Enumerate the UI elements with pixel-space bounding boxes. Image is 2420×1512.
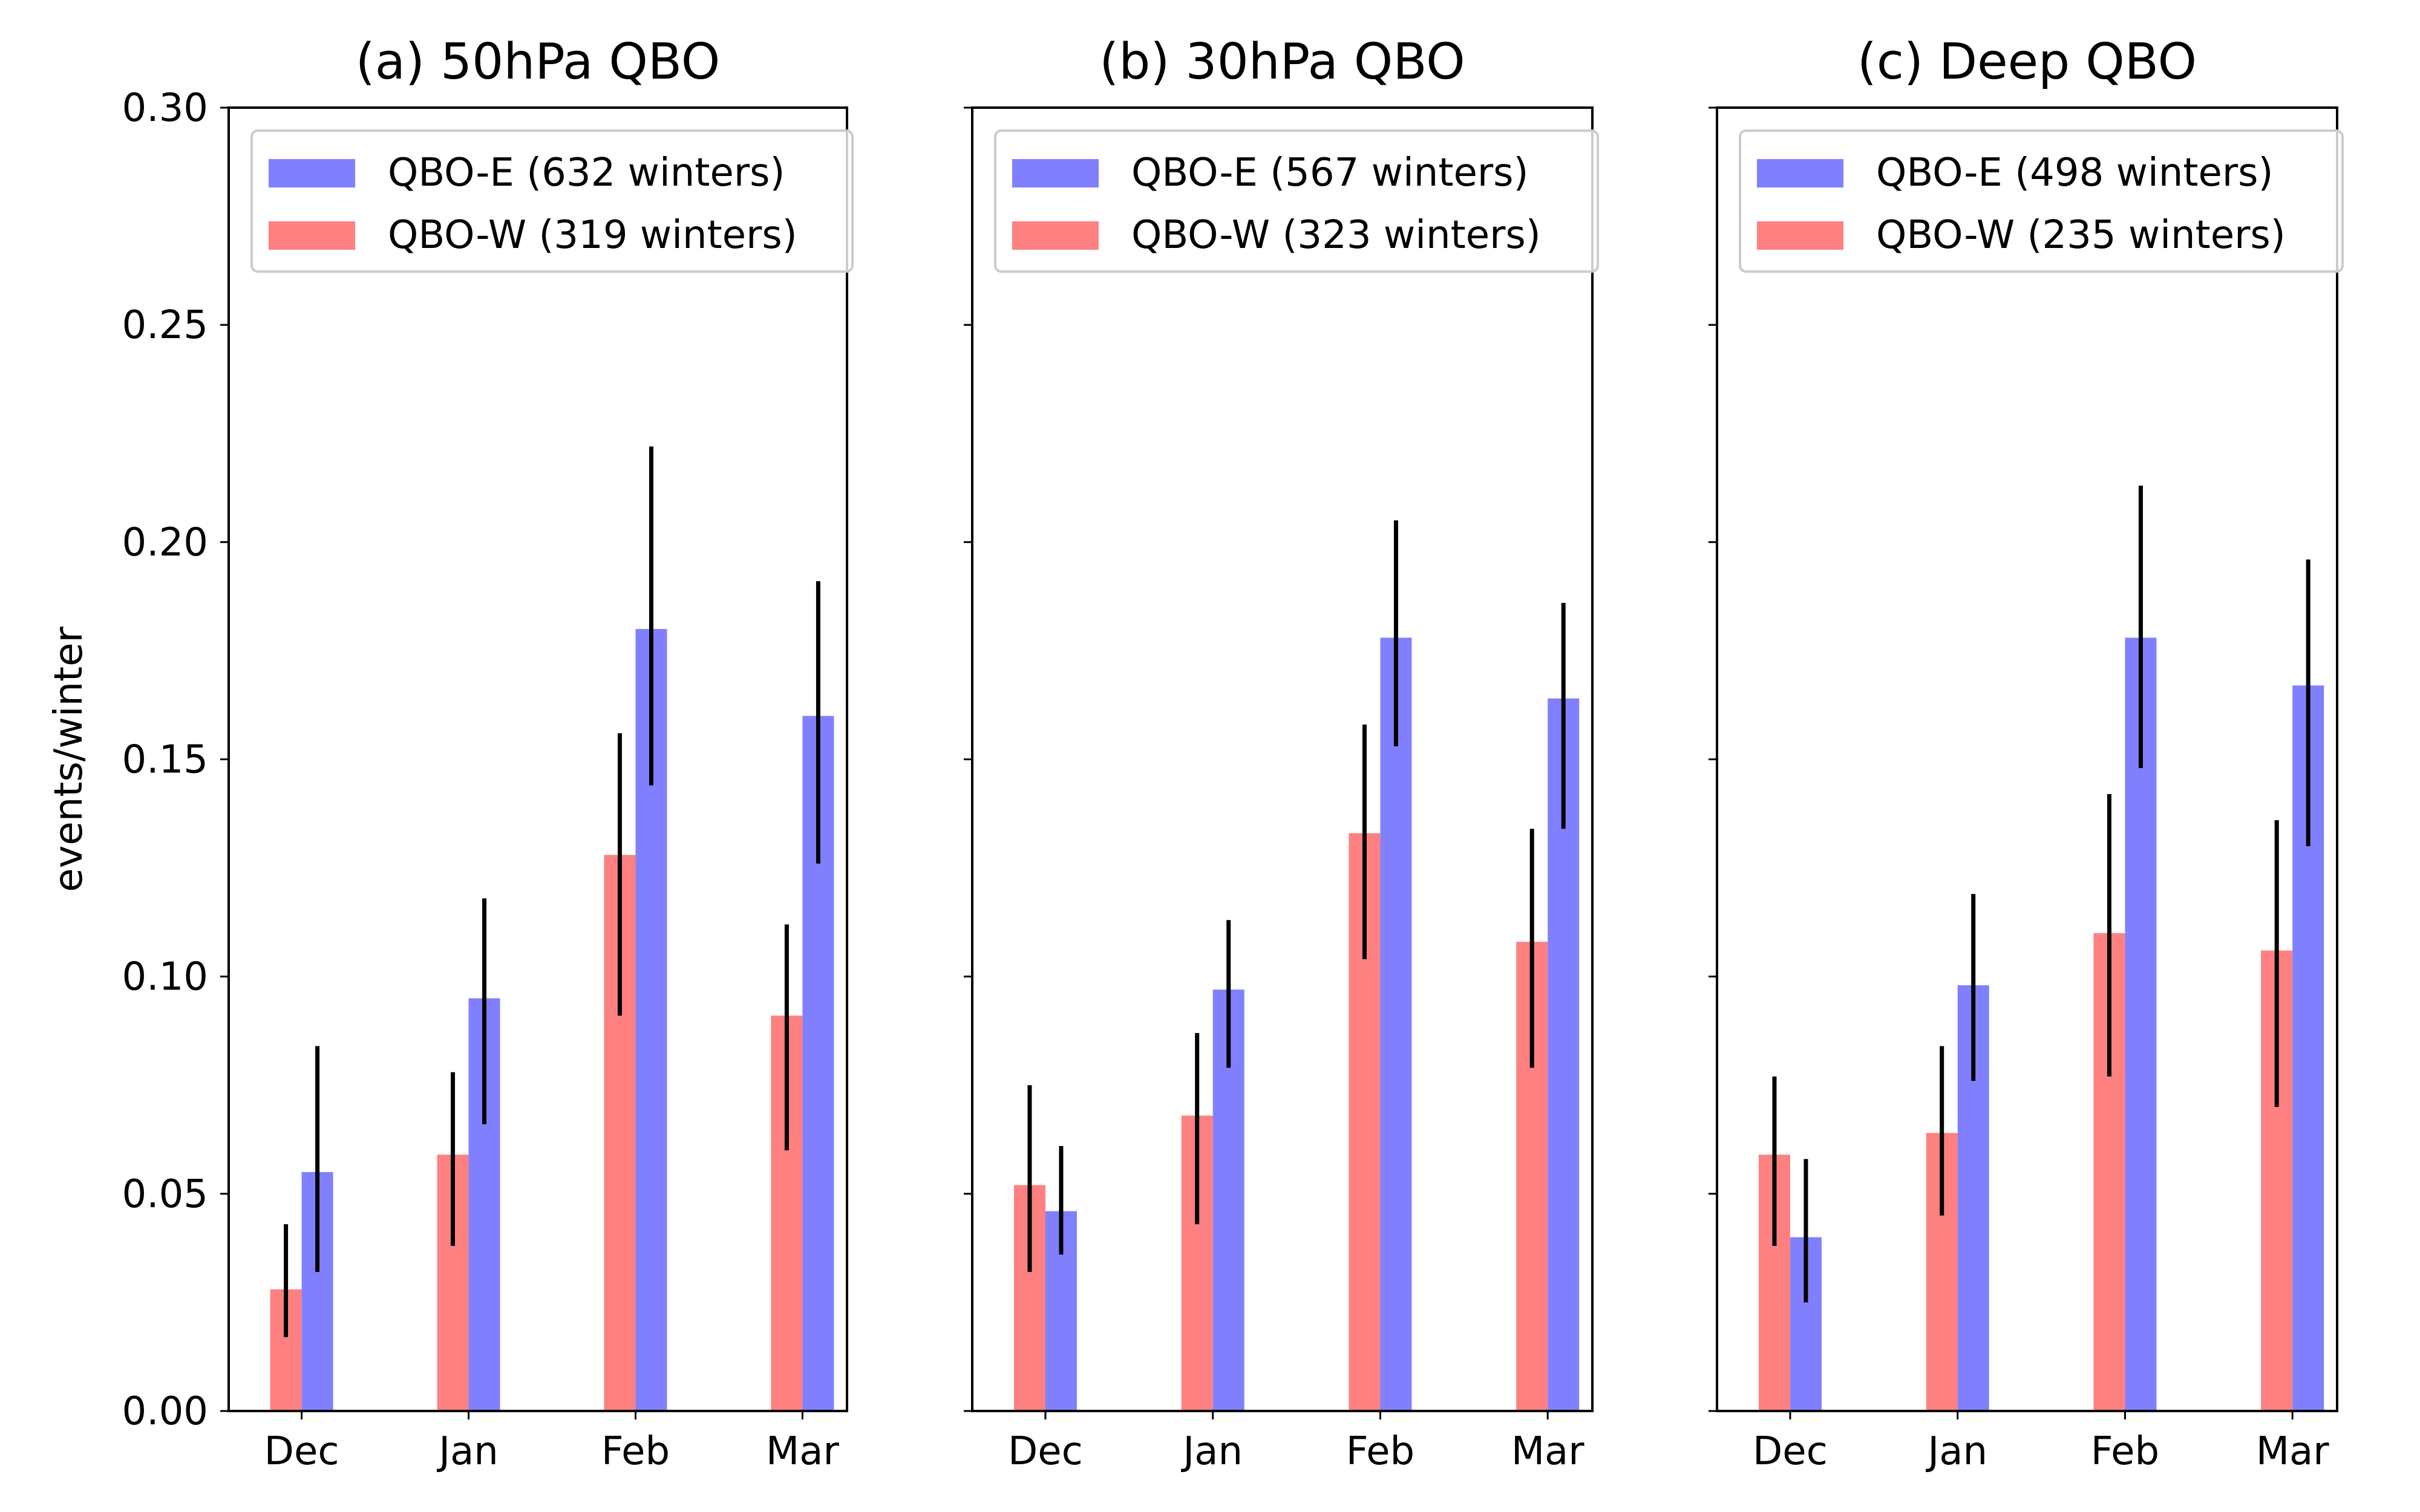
legend-box: [250, 129, 854, 273]
panels: (a) 50hPa QBO Dec Jan Feb Mar 0.00 0.05 0.10 0.1…: [47, 33, 2344, 1474]
legend-box: [994, 129, 1599, 273]
x-tick-label: Dec: [1753, 1429, 1828, 1474]
legend: QBO-E (498 winters) QBO-W (235 winters): [1739, 129, 2344, 273]
x-tick-label: Jan: [436, 1429, 499, 1474]
x-tick-label: Jan: [1925, 1429, 1987, 1474]
bar-feb-qbo-e: [1380, 637, 1412, 1411]
legend-label-qbo-e: QBO-E (632 winters): [388, 151, 785, 195]
panel-2: (b) 30hPa QBO Dec Jan Feb Mar QBO-E (567 wint…: [964, 33, 1599, 1474]
y-tick-label: 0.20: [122, 520, 209, 565]
y-tick-label: 0.30: [122, 86, 209, 131]
x-tick-label: Feb: [1346, 1429, 1414, 1474]
legend-label-qbo-w: QBO-W (319 winters): [388, 213, 797, 258]
panel-title: (b) 30hPa QBO: [1099, 33, 1465, 91]
x-tick-label: Mar: [2256, 1429, 2329, 1474]
legend-label-qbo-w: QBO-W (323 winters): [1131, 213, 1541, 258]
legend-label-qbo-e: QBO-E (498 winters): [1876, 151, 2273, 195]
panel-title: (a) 50hPa QBO: [356, 33, 721, 91]
x-tick-label: Feb: [601, 1429, 670, 1474]
legend-swatch-qbo-e: [1012, 159, 1099, 187]
x-tick-label: Jan: [1180, 1429, 1243, 1474]
x-tick-label: Feb: [2091, 1429, 2159, 1474]
y-tick-label: 0.10: [122, 955, 209, 1000]
x-tick-label: Mar: [766, 1429, 839, 1474]
x-tick-label: Mar: [1511, 1429, 1584, 1474]
legend-swatch-qbo-e: [1757, 159, 1843, 187]
x-tick-label: Dec: [1008, 1429, 1083, 1474]
axes-frame: [1716, 106, 2338, 1412]
legend-box: [1739, 129, 2344, 273]
legend-label-qbo-w: QBO-W (235 winters): [1876, 213, 2286, 258]
legend-swatch-qbo-w: [1012, 221, 1099, 250]
panel-1: (a) 50hPa QBO Dec Jan Feb Mar 0.00 0.05 0.10 0.1…: [47, 33, 854, 1474]
y-tick-label: 0.00: [122, 1389, 209, 1434]
legend-swatch-qbo-w: [1757, 221, 1843, 250]
y-tick-label: 0.05: [122, 1172, 209, 1217]
legend-label-qbo-e: QBO-E (567 winters): [1131, 151, 1528, 195]
axes-frame: [227, 106, 848, 1412]
y-tick-label: 0.25: [122, 303, 209, 348]
axes-frame: [971, 106, 1594, 1412]
y-axis-label: events/winter: [47, 626, 91, 891]
panel-title: (c) Deep QBO: [1857, 33, 2197, 91]
legend: QBO-E (632 winters) QBO-W (319 winters): [250, 129, 854, 273]
legend-swatch-qbo-w: [269, 221, 355, 250]
legend: QBO-E (567 winters) QBO-W (323 winters): [994, 129, 1599, 273]
panel-3: (c) Deep QBO Dec Jan Feb Mar QBO-E (498 winte…: [1709, 33, 2344, 1474]
y-tick-label: 0.15: [122, 738, 209, 783]
legend-swatch-qbo-e: [269, 159, 355, 187]
x-tick-label: Dec: [264, 1429, 339, 1474]
